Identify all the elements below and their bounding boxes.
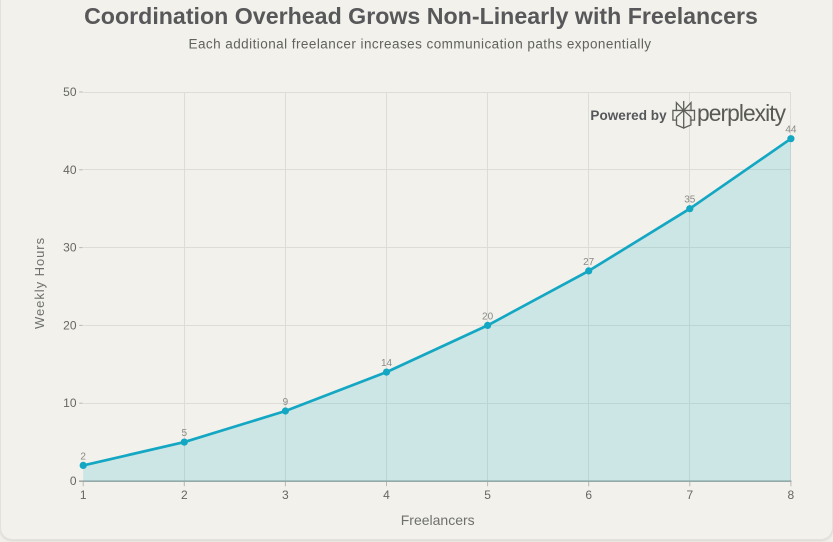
- svg-text:20: 20: [482, 311, 494, 322]
- svg-text:14: 14: [381, 358, 393, 369]
- svg-text:0: 0: [70, 474, 77, 488]
- svg-text:Coordination Overhead Grows No: Coordination Overhead Grows Non-Linearly…: [84, 3, 758, 29]
- svg-text:10: 10: [63, 396, 77, 410]
- svg-text:27: 27: [583, 257, 595, 268]
- svg-text:44: 44: [785, 125, 797, 136]
- svg-text:2: 2: [80, 451, 86, 462]
- svg-text:6: 6: [585, 488, 592, 502]
- svg-text:9: 9: [283, 397, 289, 408]
- svg-text:5: 5: [182, 428, 188, 439]
- svg-text:Weekly Hours: Weekly Hours: [32, 237, 47, 329]
- svg-text:2: 2: [181, 488, 188, 502]
- svg-text:Powered by: Powered by: [590, 108, 667, 123]
- svg-text:20: 20: [63, 318, 77, 332]
- svg-text:Each additional freelancer inc: Each additional freelancer increases com…: [189, 37, 652, 52]
- svg-text:8: 8: [788, 488, 795, 502]
- svg-text:Freelancers: Freelancers: [401, 512, 475, 528]
- svg-text:4: 4: [383, 488, 390, 502]
- svg-text:1: 1: [80, 488, 87, 502]
- svg-text:40: 40: [63, 163, 77, 177]
- svg-text:5: 5: [484, 488, 491, 502]
- svg-text:3: 3: [282, 488, 289, 502]
- svg-text:perplexity: perplexity: [697, 100, 787, 126]
- svg-text:50: 50: [63, 85, 77, 99]
- svg-text:7: 7: [686, 488, 693, 502]
- svg-text:35: 35: [684, 195, 696, 206]
- svg-text:30: 30: [63, 241, 77, 255]
